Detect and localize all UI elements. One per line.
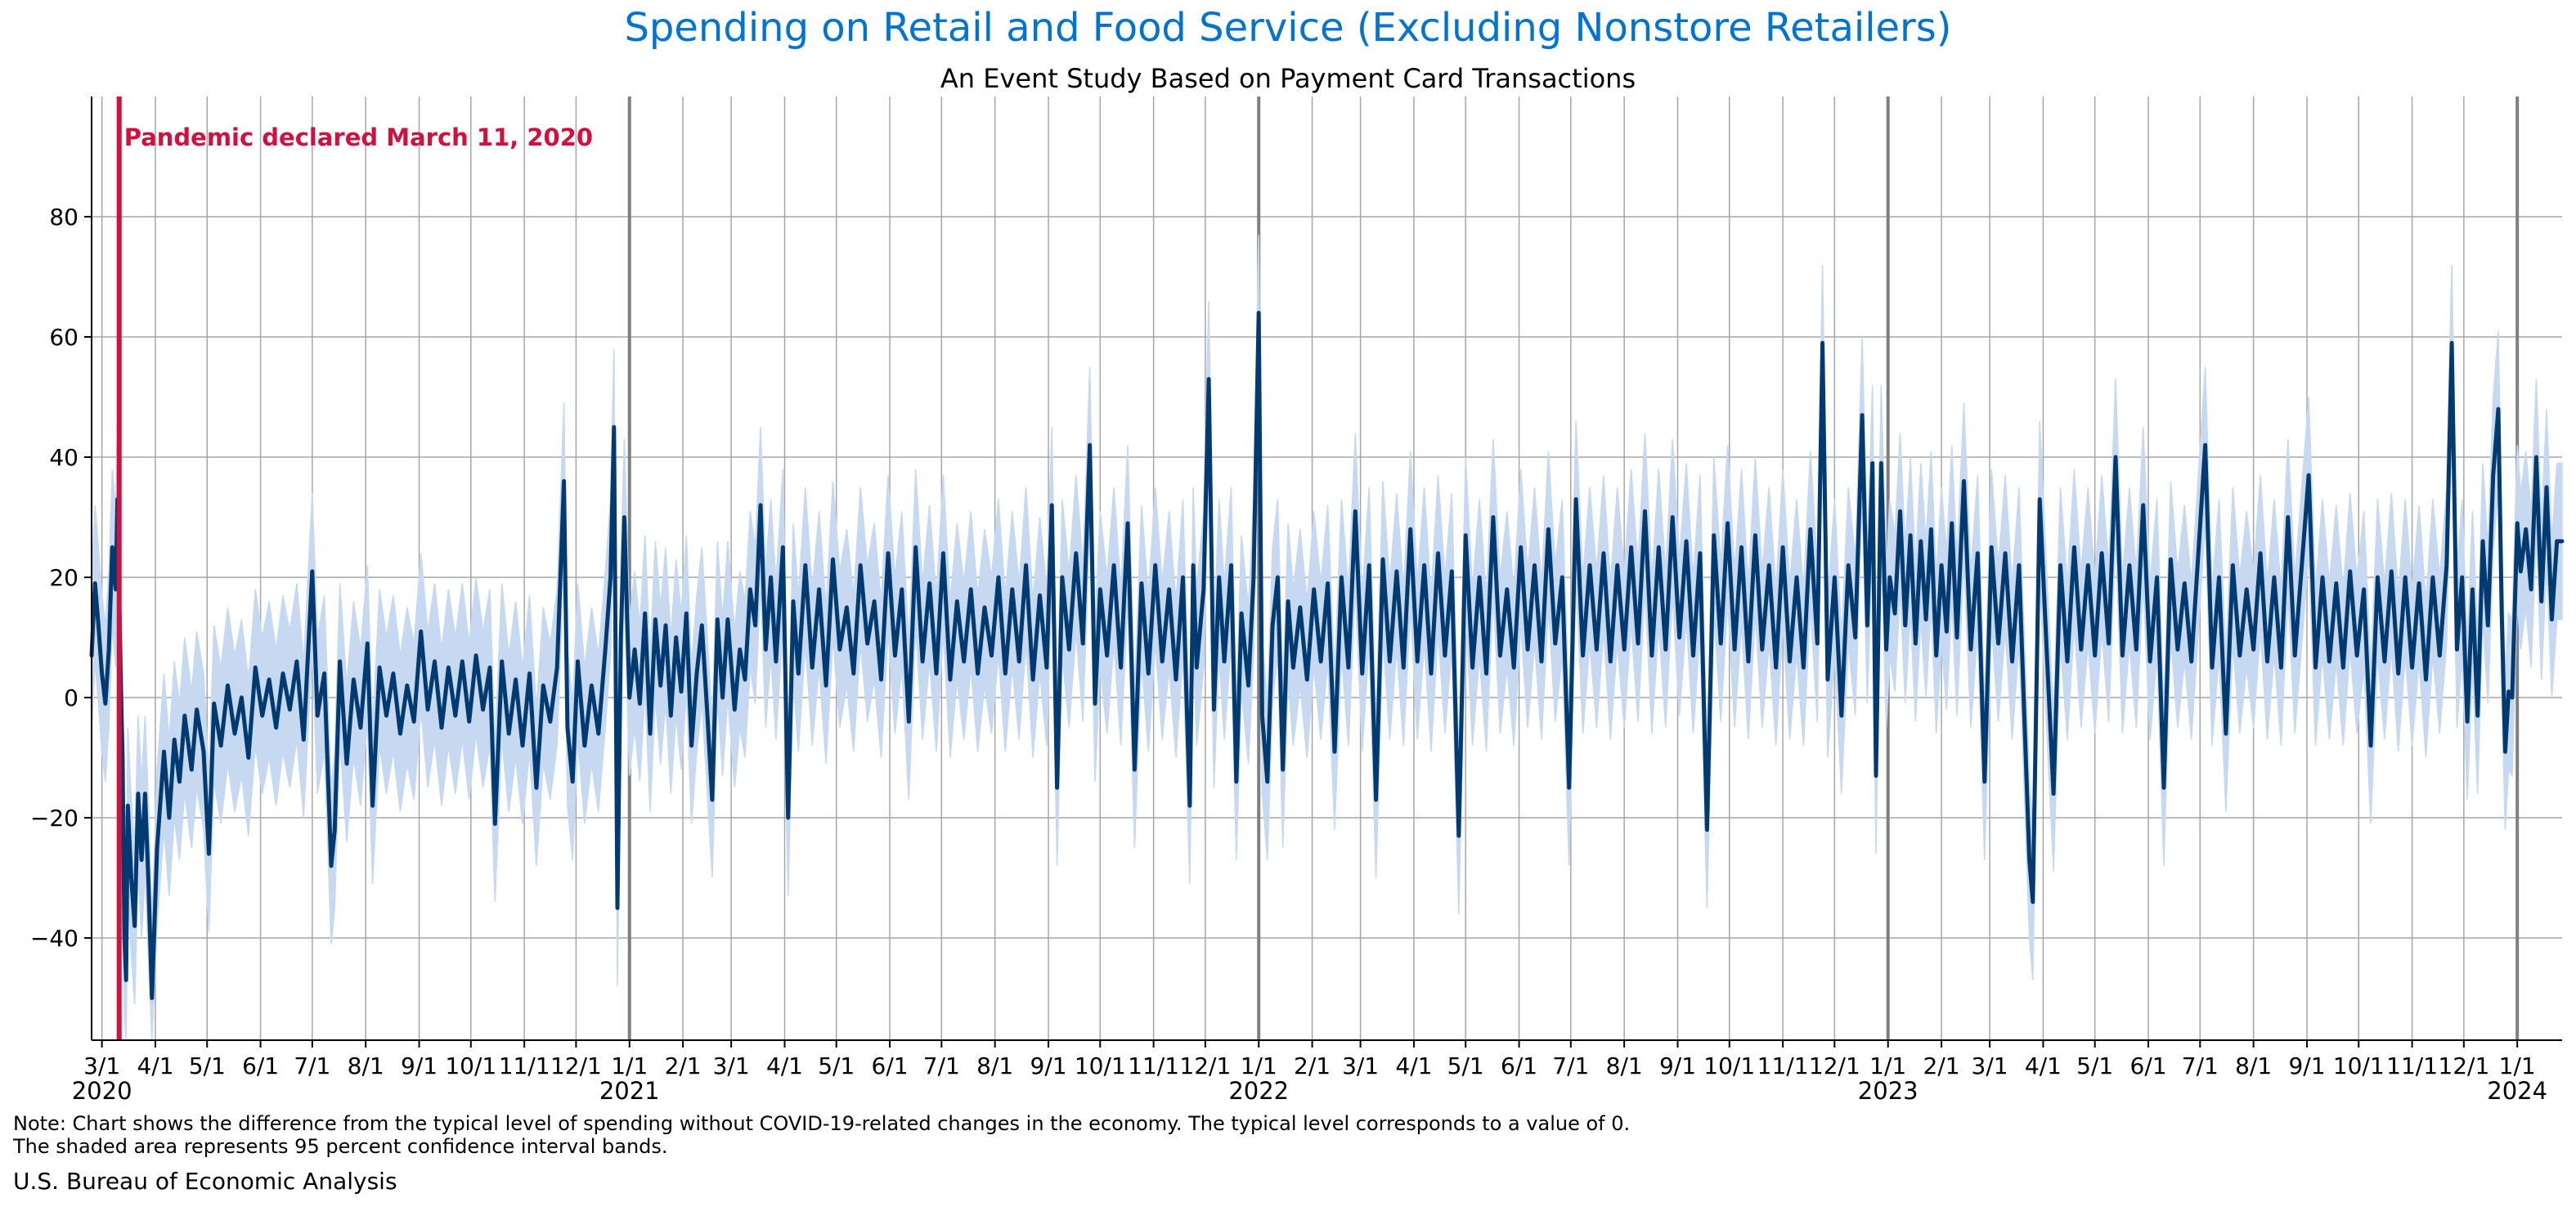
x-tick-label: 6/1 [2130,1052,2167,1079]
x-tick-label: 11/1 [499,1052,550,1079]
x-tick-label: 9/1 [2288,1052,2325,1079]
y-axis-ticks: −40 −20 0 20 40 60 80 [30,204,92,952]
x-tick-label: 7/1 [2182,1052,2219,1079]
chart-subtitle: An Event Study Based on Payment Card Tra… [940,63,1636,94]
x-tick-label: 11/1 [1757,1052,1809,1079]
x-tick-label: 1/1 [1241,1052,1277,1079]
y-tick-label: 80 [49,204,79,231]
x-tick-label: 12/1 [1809,1052,1860,1079]
x-tick-label: 8/1 [2235,1052,2272,1079]
x-tick-label: 7/1 [1552,1052,1589,1079]
x-tick-label: 9/1 [401,1052,438,1079]
x-tick-label: 12/1 [550,1052,602,1079]
x-tick-label: 6/1 [242,1052,279,1079]
x-tick-label: 9/1 [1030,1052,1067,1079]
annotation: Pandemic declared March 11, 2020 [116,96,593,1040]
x-tick-label: 5/1 [189,1052,226,1079]
x-tick-label: 2/1 [665,1052,702,1079]
x-axis-ticks: 3/1 4/1 5/1 6/1 7/1 8/1 9/1 10/1 11/1 12/1 1/1 2/1 3… [72,1040,2547,1105]
x-tick-label: 4/1 [1395,1052,1432,1079]
x-tick-label: 4/1 [766,1052,803,1079]
x-tick-label: 4/1 [2025,1052,2062,1079]
x-year-label: 2020 [72,1077,132,1105]
pandemic-annotation-label: Pandemic declared March 11, 2020 [124,123,593,151]
x-tick-label: 8/1 [976,1052,1013,1079]
x-tick-label: 7/1 [923,1052,960,1079]
y-tick-label: 40 [49,444,79,471]
confidence-band [91,235,2563,1041]
chart-title: Spending on Retail and Food Service (Exc… [624,5,1951,51]
x-tick-label: 9/1 [1659,1052,1696,1079]
x-tick-label: 3/1 [713,1052,750,1079]
x-tick-label: 2/1 [1294,1052,1331,1079]
x-tick-label: 1/1 [2499,1052,2536,1079]
x-tick-label: 10/1 [1075,1052,1126,1079]
x-tick-label: 12/1 [1179,1052,1231,1079]
x-tick-label: 6/1 [1501,1052,1537,1079]
confidence-band-area [91,235,2563,1041]
y-tick-label: 20 [49,564,79,591]
estimate-series-line [89,311,2565,1000]
chart-source: U.S. Bureau of Economic Analysis [13,1168,397,1195]
y-tick-label: 0 [64,684,79,711]
x-tick-label: 4/1 [137,1052,173,1079]
x-tick-label: 1/1 [611,1052,648,1079]
x-tick-label: 10/1 [445,1052,496,1079]
chart-note-line-2: The shaded area represents 95 percent co… [13,1135,668,1158]
x-tick-label: 8/1 [1606,1052,1643,1079]
x-tick-label: 10/1 [1703,1052,1755,1079]
x-tick-label: 2/1 [1923,1052,1960,1079]
axes [91,96,2562,1041]
gridlines [92,96,2562,1040]
y-tick-label: −20 [30,805,79,832]
x-tick-label: 3/1 [83,1052,120,1079]
x-year-label: 2023 [1858,1077,1919,1105]
x-tick-label: 7/1 [294,1052,330,1079]
x-tick-label: 8/1 [348,1052,384,1079]
chart-note-line-1: Note: Chart shows the difference from th… [13,1112,1631,1135]
x-tick-label: 1/1 [1869,1052,1906,1079]
estimate-line [89,311,2565,1000]
x-tick-label: 12/1 [2438,1052,2489,1079]
y-tick-label: 60 [49,324,79,351]
y-tick-label: −40 [30,925,79,952]
x-tick-label: 5/1 [2076,1052,2113,1079]
x-year-label: 2022 [1228,1077,1289,1105]
x-tick-label: 3/1 [1972,1052,2008,1079]
x-tick-label: 11/1 [1128,1052,1179,1079]
x-tick-label: 3/1 [1342,1052,1379,1079]
x-tick-label: 11/1 [2386,1052,2438,1079]
x-year-label: 2024 [2487,1077,2547,1105]
x-tick-label: 5/1 [1447,1052,1484,1079]
x-tick-label: 10/1 [2333,1052,2385,1079]
x-year-label: 2021 [599,1077,660,1105]
x-tick-label: 5/1 [818,1052,855,1079]
x-tick-label: 6/1 [872,1052,909,1079]
